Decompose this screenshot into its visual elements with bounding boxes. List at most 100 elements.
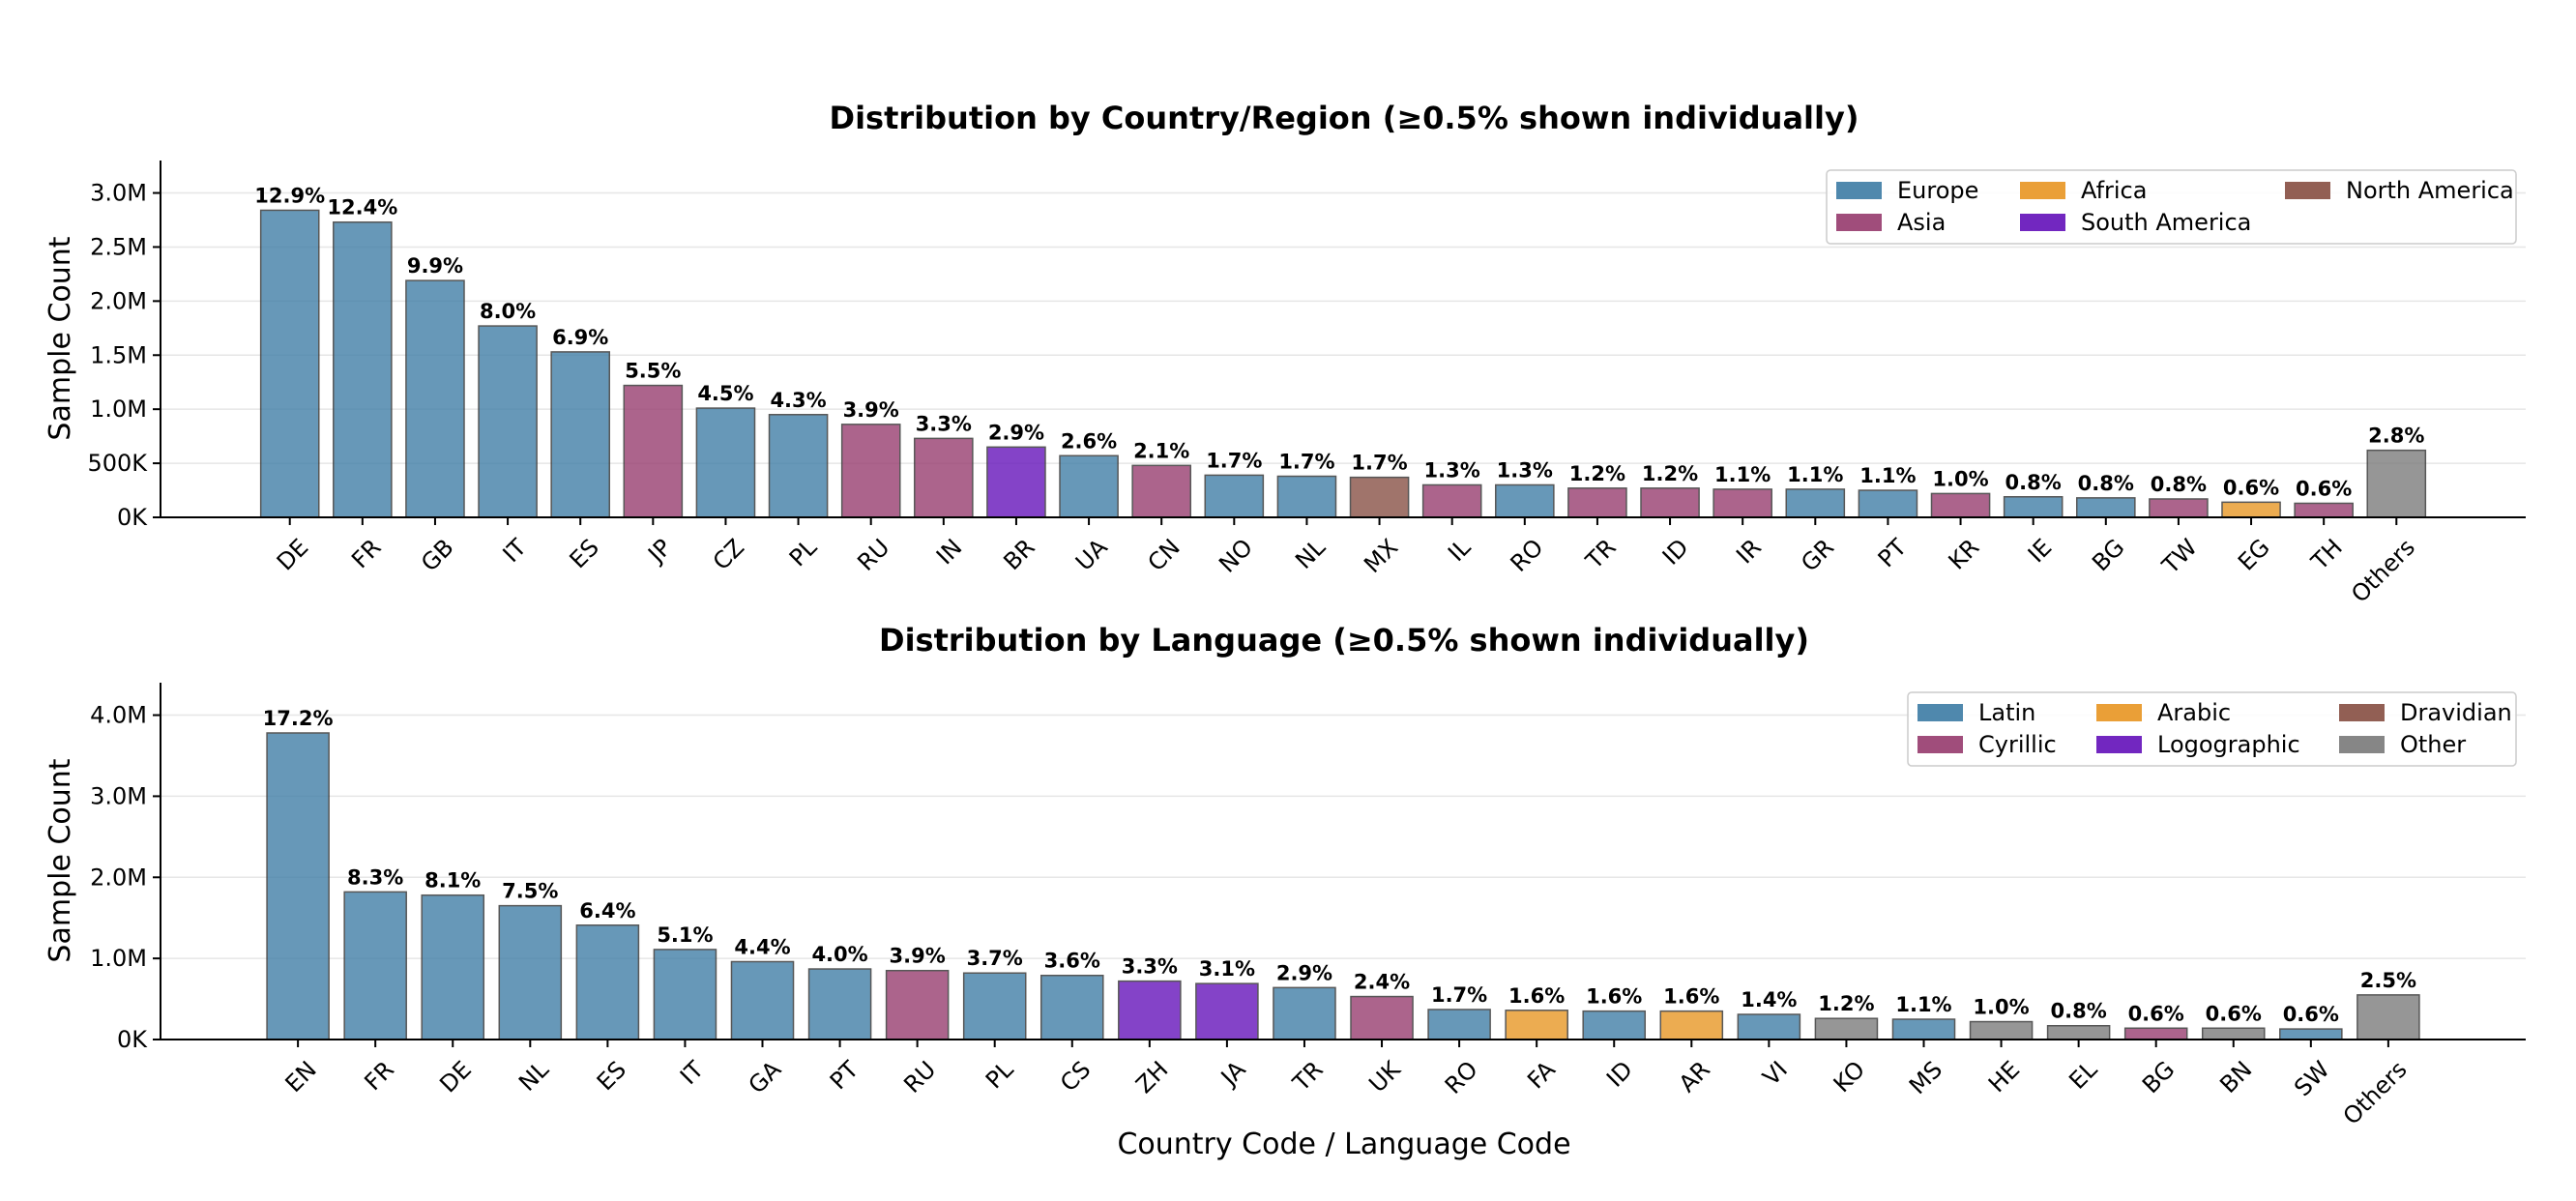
language-ytick-label: 4.0M [90, 702, 147, 729]
country-bar-label-in: 3.3% [916, 412, 972, 435]
language-xtick-label-bg: BG [2137, 1056, 2180, 1098]
language-legend-label-latin: Latin [1978, 699, 2035, 726]
language-bar-bg [2123, 1027, 2188, 1040]
country-xtick-label-gr: GR [1796, 534, 1839, 577]
language-xtick-label-fr: FR [360, 1056, 399, 1096]
language-xtick-label-en: EN [280, 1056, 322, 1098]
country-xtick-label-ie: IE [2023, 534, 2058, 569]
country-xtick-label-in: IN [931, 534, 967, 570]
country-bar-label-pt: 1.1% [1859, 464, 1916, 487]
country-bar-label-tw: 0.8% [2151, 473, 2207, 496]
language-chart-ylabel: Sample Count [44, 758, 77, 962]
country-bar-label-th: 0.6% [2296, 477, 2352, 500]
language-xtick-label-ro: RO [1440, 1056, 1483, 1099]
language-xtick-label-cs: CS [1055, 1056, 1096, 1097]
language-bar-label-es: 6.4% [579, 899, 635, 923]
language-bar-label-nl: 7.5% [502, 880, 558, 903]
country-bar-label-fr: 12.4% [327, 196, 397, 220]
language-bar-ja [1195, 982, 1259, 1040]
language-bar-label-bn: 0.6% [2206, 1002, 2262, 1025]
country-bar-label-de: 12.9% [254, 184, 325, 207]
language-bar-label-it: 5.1% [657, 923, 713, 947]
country-chart-title: Distribution by Country/Region (≥0.5% sh… [830, 100, 1859, 136]
country-bar-es [550, 351, 611, 518]
language-bar-label-pt: 4.0% [811, 943, 867, 966]
country-xtick-label-nl: NL [1290, 533, 1331, 573]
country-bar-cz [695, 407, 756, 518]
language-bar-de [421, 893, 485, 1040]
language-legend-swatch-dravidian [2339, 704, 2385, 721]
language-bar-label-cs: 3.6% [1044, 950, 1100, 973]
country-bar-label-gr: 1.1% [1787, 463, 1843, 486]
country-xtick-label-it: IT [498, 534, 532, 568]
language-bar-id [1582, 1010, 1647, 1040]
country-bar-id [1640, 487, 1700, 518]
country-bar-label-eg: 0.6% [2223, 476, 2279, 499]
language-bar-el [2046, 1024, 2111, 1040]
language-bar-label-ro: 1.7% [1431, 983, 1487, 1007]
language-bar-label-ja: 3.1% [1199, 957, 1255, 981]
language-bar-bn [2201, 1027, 2266, 1040]
language-legend-label-dravidian: Dravidian [2400, 699, 2512, 726]
language-xtick-label-he: HE [1983, 1056, 2025, 1098]
language-bar-ms [1891, 1018, 1956, 1040]
language-bar-ru [885, 969, 950, 1040]
country-ytick-label: 2.5M [90, 233, 147, 260]
language-legend-label-arabic: Arabic [2157, 699, 2231, 726]
language-xtick-label-ms: MS [1904, 1056, 1947, 1099]
country-bar-label-ua: 2.6% [1061, 429, 1117, 453]
country-xtick-label-de: DE [272, 534, 314, 576]
country-bar-label-ro: 1.3% [1497, 458, 1553, 482]
language-bar-label-zh: 3.3% [1122, 955, 1178, 979]
country-xtick-label-th: TH [2305, 534, 2348, 576]
language-bar-ro [1427, 1009, 1491, 1040]
language-xtick-label-ko: KO [1829, 1056, 1870, 1098]
language-bar-fa [1505, 1010, 1568, 1040]
language-bar-label-en: 17.2% [263, 707, 334, 730]
country-bar-label-il: 1.3% [1424, 458, 1480, 482]
country-xtick-label-no: NO [1214, 534, 1258, 578]
country-xtick-label-jp: JP [642, 534, 677, 569]
country-bar-bg [2075, 497, 2136, 518]
country-bar-it [478, 325, 538, 518]
country-bar-label-id: 1.2% [1642, 462, 1698, 485]
language-bar-en [266, 732, 330, 1040]
country-legend-box [1826, 169, 2517, 245]
country-bar-label-kr: 1.0% [1932, 467, 1988, 490]
country-bar-pt [1858, 489, 1918, 518]
language-legend-swatch-cyrillic [1917, 736, 1963, 753]
language-legend-label-other: Other [2400, 731, 2466, 758]
language-xtick-label-es: ES [592, 1056, 631, 1096]
language-bar-label-ru: 3.9% [890, 945, 946, 968]
country-ytick-label: 2.0M [90, 287, 147, 314]
language-bar-ga [730, 960, 795, 1040]
country-bar-cn [1131, 464, 1191, 518]
country-legend-swatch-europe [1836, 182, 1882, 199]
country-bar-ro [1495, 483, 1555, 518]
country-chart: Distribution by Country/Region (≥0.5% sh… [44, 100, 2526, 608]
country-ytick-label: 0K [117, 504, 148, 531]
country-bar-jp [623, 384, 684, 518]
language-xtick-label-ja: JA [1215, 1055, 1251, 1092]
language-bar-pt [807, 968, 872, 1040]
language-legend-label-logographic: Logographic [2157, 731, 2300, 758]
language-bar-label-el: 0.8% [2051, 1000, 2107, 1023]
language-xtick-label-vi: VI [1758, 1056, 1793, 1091]
language-xtick-label-ru: RU [898, 1056, 941, 1098]
language-legend-swatch-logographic [2096, 736, 2142, 753]
language-chart: Distribution by Language (≥0.5% shown in… [44, 622, 2526, 1130]
country-xtick-label-ro: RO [1506, 534, 1549, 577]
language-xtick-label-tr: TR [1287, 1056, 1329, 1098]
country-xtick-label-kr: KR [1944, 534, 1985, 575]
country-bar-label-bg: 0.8% [2078, 472, 2134, 495]
language-xtick-label-uk: UK [1363, 1055, 1406, 1098]
country-legend-label-asia: Asia [1897, 209, 1946, 236]
country-bar-label-gb: 9.9% [407, 254, 463, 278]
country-bar-mx [1349, 476, 1410, 518]
country-ytick-label: 500K [87, 450, 148, 477]
country-bar-ie [2003, 496, 2064, 518]
country-bar-de [259, 209, 320, 518]
language-xtick-label-ga: GA [744, 1055, 787, 1098]
country-ytick-label: 1.5M [90, 341, 147, 368]
